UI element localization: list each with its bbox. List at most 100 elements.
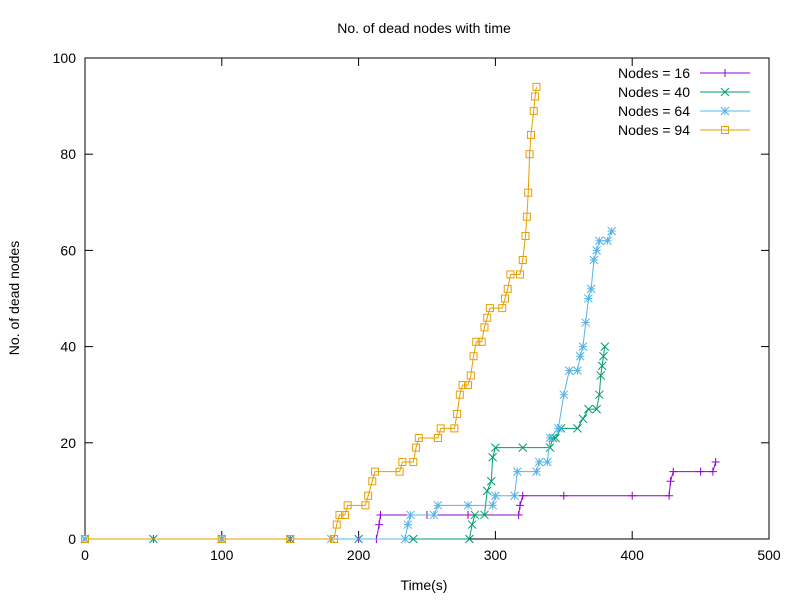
data-point bbox=[518, 443, 528, 452]
data-point bbox=[575, 351, 585, 361]
data-point bbox=[480, 510, 489, 520]
data-point bbox=[376, 510, 385, 519]
data-point bbox=[375, 520, 384, 529]
data-point bbox=[488, 500, 498, 510]
data-point bbox=[529, 106, 538, 115]
y-axis: 0 20 40 60 80 100 bbox=[53, 50, 769, 547]
data-point bbox=[450, 424, 459, 433]
data-point bbox=[597, 361, 607, 371]
data-point bbox=[343, 501, 352, 510]
data-point bbox=[335, 510, 344, 519]
data-point bbox=[559, 390, 569, 400]
y-tick-label: 60 bbox=[60, 242, 76, 258]
data-point bbox=[532, 467, 541, 477]
data-point bbox=[600, 342, 610, 351]
data-point bbox=[581, 318, 591, 327]
data-point bbox=[589, 255, 599, 265]
data-point bbox=[592, 404, 601, 414]
x-tick-label: 300 bbox=[484, 547, 508, 563]
data-point bbox=[532, 82, 541, 91]
data-point bbox=[332, 520, 341, 529]
data-point bbox=[400, 534, 410, 544]
y-axis-label: No. of dead nodes bbox=[6, 241, 22, 355]
data-point bbox=[708, 467, 717, 476]
data-point bbox=[584, 294, 593, 303]
data-point bbox=[543, 457, 552, 467]
data-point bbox=[340, 510, 349, 519]
data-point bbox=[466, 371, 475, 380]
data-point bbox=[406, 510, 415, 520]
data-point bbox=[578, 342, 588, 351]
data-point bbox=[498, 304, 507, 313]
legend-label: Nodes = 40 bbox=[618, 84, 690, 100]
data-point bbox=[584, 404, 593, 414]
data-point bbox=[433, 500, 443, 510]
data-point bbox=[669, 467, 678, 476]
data-point bbox=[403, 520, 413, 529]
data-point bbox=[573, 424, 582, 433]
legend-marker bbox=[720, 106, 730, 116]
x-axis: 0 100 200 300 400 500 bbox=[81, 58, 781, 563]
data-point bbox=[81, 535, 89, 543]
y-tick-label: 0 bbox=[68, 531, 76, 547]
data-point bbox=[500, 294, 509, 303]
data-point bbox=[398, 458, 407, 467]
data-point bbox=[628, 491, 637, 500]
data-point bbox=[545, 433, 555, 443]
data-point bbox=[586, 284, 596, 294]
data-point bbox=[482, 486, 492, 496]
data-point bbox=[364, 491, 373, 500]
data-point bbox=[485, 304, 494, 313]
data-point bbox=[512, 467, 522, 477]
legend: Nodes = 16 Nodes = 40 Nodes = 64 Nodes = 94 bbox=[618, 65, 750, 138]
data-point bbox=[371, 467, 380, 476]
data-point bbox=[491, 443, 500, 452]
data-point bbox=[510, 491, 519, 501]
data-point bbox=[436, 424, 445, 433]
data-point bbox=[578, 414, 588, 424]
data-point bbox=[458, 381, 467, 390]
data-point bbox=[477, 337, 486, 346]
data-point bbox=[514, 510, 523, 519]
data-point bbox=[595, 390, 604, 400]
series-3 bbox=[81, 82, 541, 543]
data-point bbox=[368, 477, 377, 486]
x-axis-label: Time(s) bbox=[401, 577, 448, 593]
data-point bbox=[409, 458, 418, 467]
data-point bbox=[526, 130, 535, 139]
data-point bbox=[524, 188, 533, 197]
data-point bbox=[525, 150, 534, 159]
x-tick-label: 100 bbox=[210, 547, 234, 563]
data-point bbox=[521, 231, 530, 240]
legend-label: Nodes = 94 bbox=[618, 122, 690, 138]
data-point bbox=[455, 390, 464, 399]
data-point bbox=[429, 510, 439, 520]
data-point bbox=[573, 366, 582, 376]
legend-marker bbox=[721, 69, 729, 77]
data-point bbox=[491, 491, 500, 501]
data-point bbox=[503, 284, 512, 293]
data-point bbox=[522, 212, 531, 221]
data-point bbox=[599, 351, 608, 361]
y-tick-label: 80 bbox=[60, 146, 76, 162]
data-point bbox=[361, 501, 370, 510]
data-point bbox=[516, 270, 525, 279]
y-tick-label: 20 bbox=[60, 435, 76, 451]
data-point bbox=[217, 535, 226, 543]
data-point bbox=[408, 534, 418, 544]
data-point bbox=[469, 352, 478, 361]
data-point bbox=[534, 457, 544, 467]
data-point bbox=[696, 467, 705, 476]
data-point bbox=[531, 92, 540, 101]
x-tick-label: 400 bbox=[621, 547, 645, 563]
data-point bbox=[596, 371, 606, 380]
data-point bbox=[595, 236, 604, 246]
legend-label: Nodes = 16 bbox=[618, 65, 690, 81]
data-point bbox=[480, 323, 489, 332]
x-tick-label: 500 bbox=[757, 547, 781, 563]
data-point bbox=[518, 491, 527, 500]
x-tick-label: 200 bbox=[347, 547, 371, 563]
data-point bbox=[433, 433, 442, 442]
